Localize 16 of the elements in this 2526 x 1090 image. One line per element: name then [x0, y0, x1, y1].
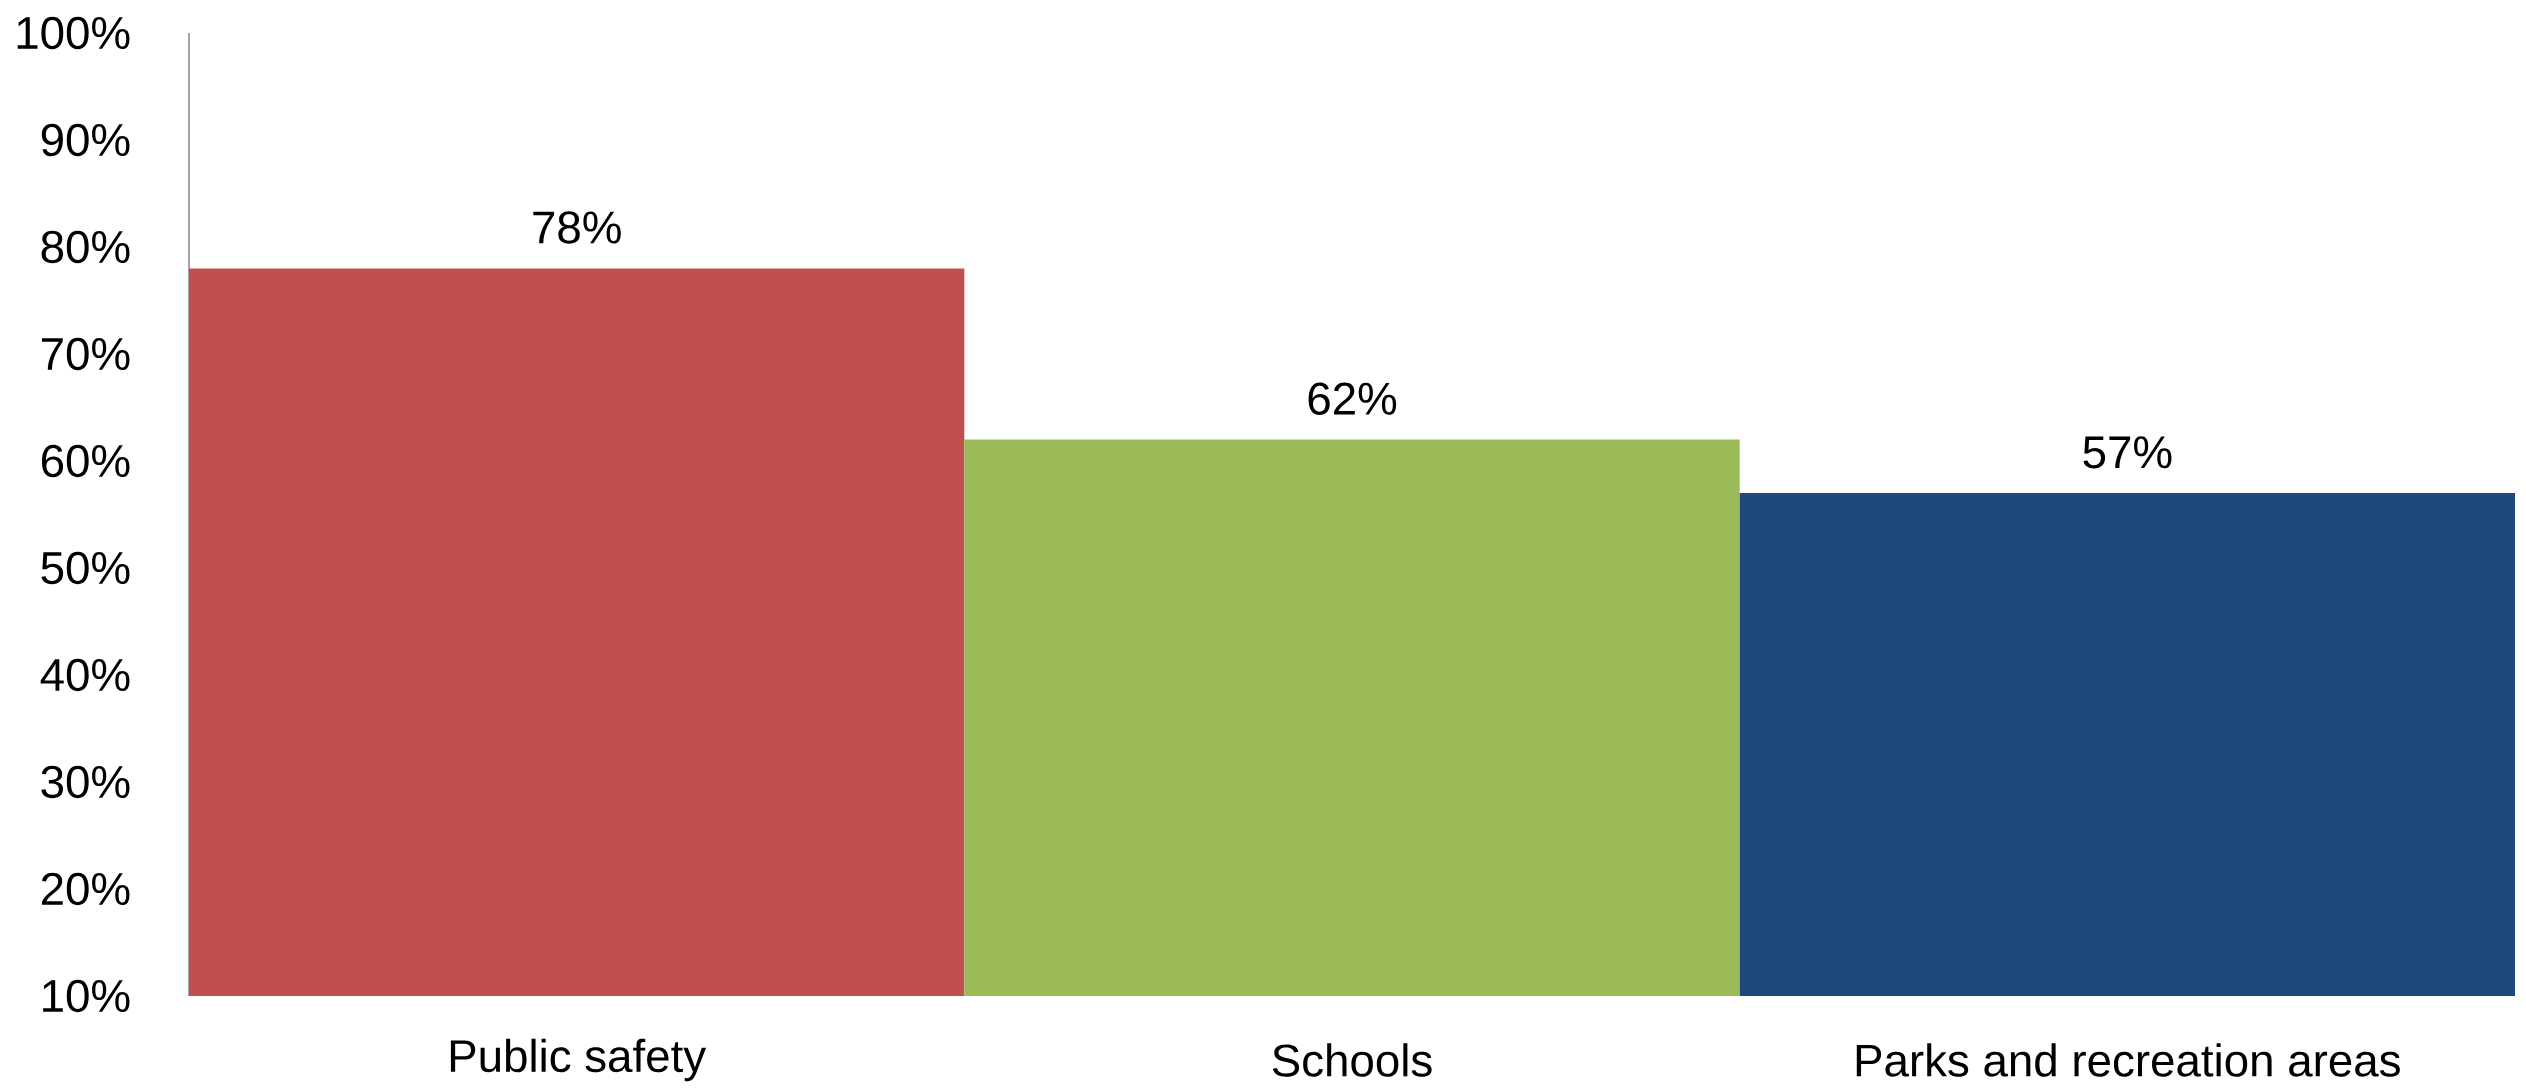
x-tick-label: Parks and recreation areas [1856, 1043, 2400, 1077]
x-tick-label: Schools [1272, 1043, 1432, 1077]
y-tick-label: 40% [40, 658, 130, 692]
y-tick-label: 80% [41, 230, 130, 264]
data-label: 78% [533, 211, 621, 244]
x-tick-label: Public safety [450, 1038, 707, 1082]
y-tick-label: 90% [41, 123, 130, 157]
y-tick-label: 10% [43, 979, 130, 1013]
y-tick-label: 50% [41, 551, 130, 585]
data-label: 62% [1308, 382, 1397, 415]
y-tick-label: 100% [17, 16, 130, 50]
data-label: 57% [2083, 436, 2172, 469]
y-tick-label: 20% [41, 872, 130, 906]
y-tick-label: 60% [41, 444, 130, 478]
y-tick-label: 70% [42, 337, 130, 371]
y-tick-label: 30% [41, 765, 130, 799]
